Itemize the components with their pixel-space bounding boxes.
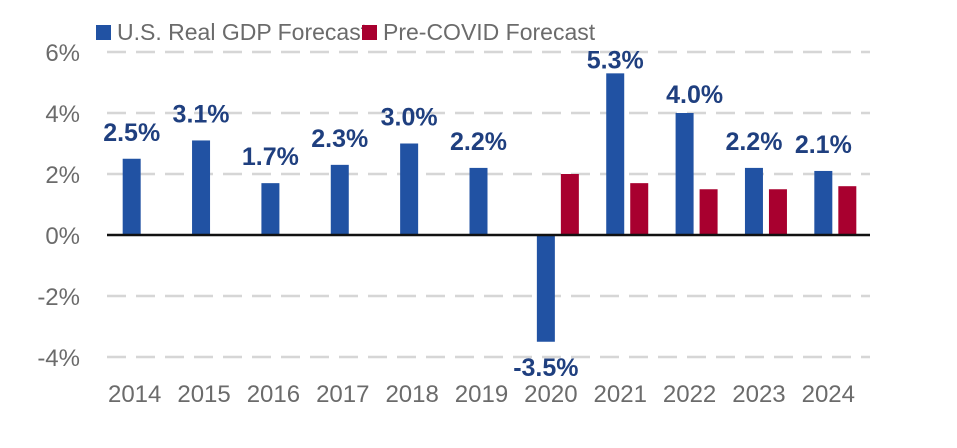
data-label: 2.1% — [795, 131, 852, 159]
data-labels: 2.5%3.1%1.7%2.3%3.0%2.2%-3.5%5.3%4.0%2.2… — [103, 46, 852, 381]
bar-gdp-forecast — [330, 164, 349, 235]
bar-gdp-forecast — [261, 183, 280, 235]
bar-gdp-forecast — [192, 140, 211, 235]
x-tick-label: 2017 — [316, 381, 369, 408]
y-tick-label: 4% — [45, 101, 80, 128]
x-tick-label: 2019 — [455, 381, 508, 408]
data-label: 2.2% — [450, 128, 507, 156]
y-tick-label: 0% — [45, 223, 80, 250]
data-label: 4.0% — [666, 81, 723, 109]
gridlines — [107, 50, 870, 359]
y-tick-label: -4% — [37, 345, 80, 372]
data-label: -3.5% — [513, 354, 578, 382]
bar-gdp-forecast — [469, 167, 488, 235]
legend: U.S. Real GDP Forecast Pre-COVID Forecast — [96, 19, 596, 45]
bars — [122, 73, 857, 342]
data-label: 3.0% — [381, 104, 438, 132]
bar-gdp-forecast — [122, 158, 141, 235]
data-label: 1.7% — [242, 143, 299, 171]
y-tick-label: -2% — [37, 284, 80, 311]
bar-pre-covid-forecast — [699, 189, 718, 235]
bar-gdp-forecast — [606, 73, 625, 235]
data-label: 2.5% — [103, 119, 160, 147]
legend-label-gdp-forecast: U.S. Real GDP Forecast — [117, 19, 368, 45]
legend-label-pre-covid-forecast: Pre-COVID Forecast — [383, 19, 596, 45]
data-label: 2.3% — [311, 125, 368, 153]
x-tick-label: 2024 — [802, 381, 855, 408]
x-tick-label: 2020 — [524, 381, 577, 408]
legend-swatch-gdp-forecast — [96, 25, 111, 40]
y-tick-label: 2% — [45, 162, 80, 189]
x-tick-label: 2015 — [177, 381, 230, 408]
data-label: 2.2% — [725, 128, 782, 156]
x-tick-label: 2014 — [108, 381, 161, 408]
bar-gdp-forecast — [675, 113, 694, 235]
bar-pre-covid-forecast — [838, 186, 857, 235]
x-tick-label: 2023 — [732, 381, 785, 408]
data-label: 3.1% — [173, 100, 230, 128]
bar-gdp-forecast — [536, 235, 555, 342]
bar-pre-covid-forecast — [560, 174, 579, 235]
bar-gdp-forecast — [814, 170, 833, 235]
bar-gdp-forecast — [744, 167, 763, 235]
x-tick-label: 2022 — [663, 381, 716, 408]
bar-gdp-forecast — [400, 143, 419, 235]
legend-swatch-pre-covid-forecast — [362, 25, 377, 40]
y-tick-label: 6% — [45, 40, 80, 67]
x-tick-label: 2018 — [385, 381, 438, 408]
x-axis-ticks: 2014 2015 2016 2017 2018 2019 2020 2021 2022 2023… — [108, 381, 855, 408]
x-tick-label: 2016 — [247, 381, 300, 408]
bar-pre-covid-forecast — [768, 189, 787, 235]
bar-pre-covid-forecast — [630, 183, 649, 235]
x-tick-label: 2021 — [594, 381, 647, 408]
data-label: 5.3% — [587, 46, 644, 74]
y-axis-ticks: 6% 4% 2% 0% -2% -4% — [37, 40, 80, 372]
